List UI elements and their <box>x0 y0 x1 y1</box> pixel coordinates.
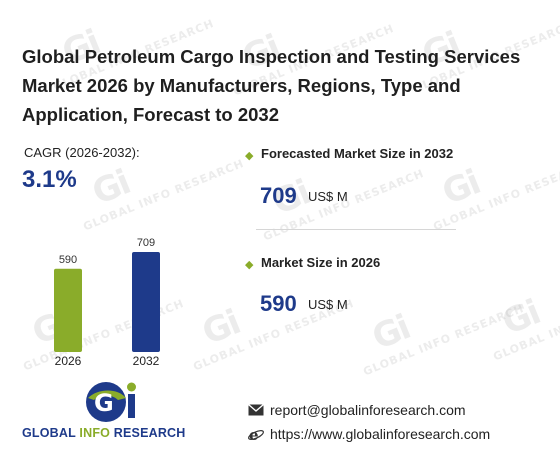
contact-email[interactable]: report@globalinforesearch.com <box>248 402 466 418</box>
contact-website[interactable]: e https://www.globalinforesearch.com <box>248 426 490 442</box>
website-link[interactable]: https://www.globalinforesearch.com <box>270 426 491 442</box>
kpi-divider <box>256 229 456 230</box>
report-title: Global Petroleum Cargo Inspection and Te… <box>22 46 521 125</box>
market-size-unit: US$ M <box>308 297 348 312</box>
market-size-bar-chart: 590 2026 709 2032 <box>20 237 220 375</box>
market-size-value: 590 <box>260 291 297 316</box>
bar-2026 <box>54 268 82 352</box>
email-link[interactable]: report@globalinforesearch.com <box>270 402 466 418</box>
bar-value-label: 709 <box>137 237 155 249</box>
bar-value-label: 590 <box>59 254 77 266</box>
forecast-size-value: 709 <box>260 183 297 208</box>
bar-chart-svg: 590 2026 709 2032 <box>54 237 160 368</box>
diamond-bullet-icon: ◆ <box>245 259 254 271</box>
logo-mark-icon: G <box>86 382 136 422</box>
cagr-label: CAGR (2026-2032): <box>24 145 140 160</box>
diamond-bullet-icon: ◆ <box>245 150 254 162</box>
forecast-size-label: Forecasted Market Size in 2032 <box>261 146 454 161</box>
envelope-icon <box>248 403 264 416</box>
svg-text:G: G <box>94 389 114 417</box>
cagr-value: 3.1% <box>22 166 77 193</box>
logo-wordmark: GLOBAL INFO RESEARCH <box>22 426 186 440</box>
company-logo: G GLOBAL INFO RESEARCH <box>22 380 192 442</box>
bar-category-label: 2026 <box>55 354 82 368</box>
forecast-size-unit: US$ M <box>308 189 348 204</box>
bar-2032 <box>132 252 160 352</box>
market-size-label: Market Size in 2026 <box>261 255 381 270</box>
internet-explorer-icon: e <box>248 427 264 441</box>
svg-text:e: e <box>249 427 259 441</box>
bar-category-label: 2032 <box>133 354 160 368</box>
